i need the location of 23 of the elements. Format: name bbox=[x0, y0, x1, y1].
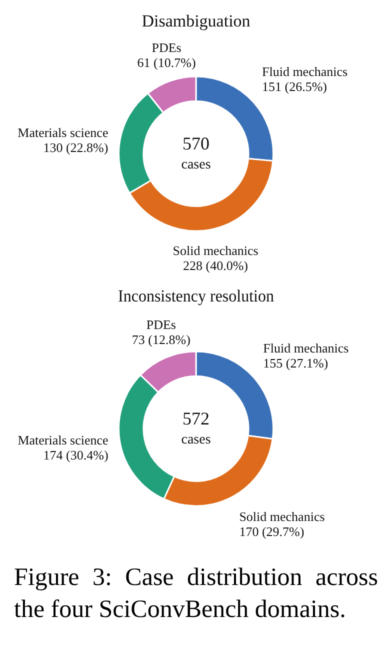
slice-label: Fluid mechanics bbox=[262, 64, 348, 80]
slice-label: Materials science bbox=[18, 432, 109, 448]
text: 570 bbox=[182, 133, 210, 154]
slice-label: Materials science bbox=[18, 124, 108, 140]
data-label: 61 (10.7%) bbox=[137, 54, 196, 70]
chart-title: Disambiguation bbox=[142, 12, 251, 31]
data-label: 73 (12.8%) bbox=[132, 332, 190, 347]
slice-label: Solid mechanics bbox=[239, 509, 325, 524]
caption: Figure 3: Case distribution across the four SciConvBench domains. bbox=[13, 563, 379, 625]
slice-label: Solid mechanics bbox=[172, 243, 258, 258]
data-label: 170 (29.7%) bbox=[239, 524, 304, 540]
data-label: 228 (40.0%) bbox=[183, 258, 248, 274]
data-label: 151 (26.5%) bbox=[262, 79, 327, 94]
text: 572 bbox=[182, 408, 210, 428]
text: cases bbox=[181, 157, 211, 172]
slice-label: PDEs bbox=[152, 40, 182, 55]
text: cases bbox=[181, 432, 211, 448]
chart-title: Inconsistency resolution bbox=[118, 286, 274, 306]
data-label: 130 (22.8%) bbox=[43, 140, 108, 155]
slice-label: Fluid mechanics bbox=[263, 340, 349, 356]
data-label: 155 (27.1%) bbox=[263, 355, 328, 370]
slice-label: PDEs bbox=[146, 316, 176, 332]
data-label: 174 (30.4%) bbox=[43, 448, 108, 463]
